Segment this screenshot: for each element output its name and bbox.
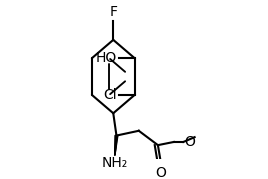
- Text: F: F: [109, 5, 117, 19]
- Text: O: O: [184, 135, 195, 149]
- Text: O: O: [156, 166, 166, 179]
- Text: NH₂: NH₂: [102, 156, 128, 170]
- Text: HO: HO: [96, 51, 117, 65]
- Text: Cl: Cl: [103, 88, 117, 102]
